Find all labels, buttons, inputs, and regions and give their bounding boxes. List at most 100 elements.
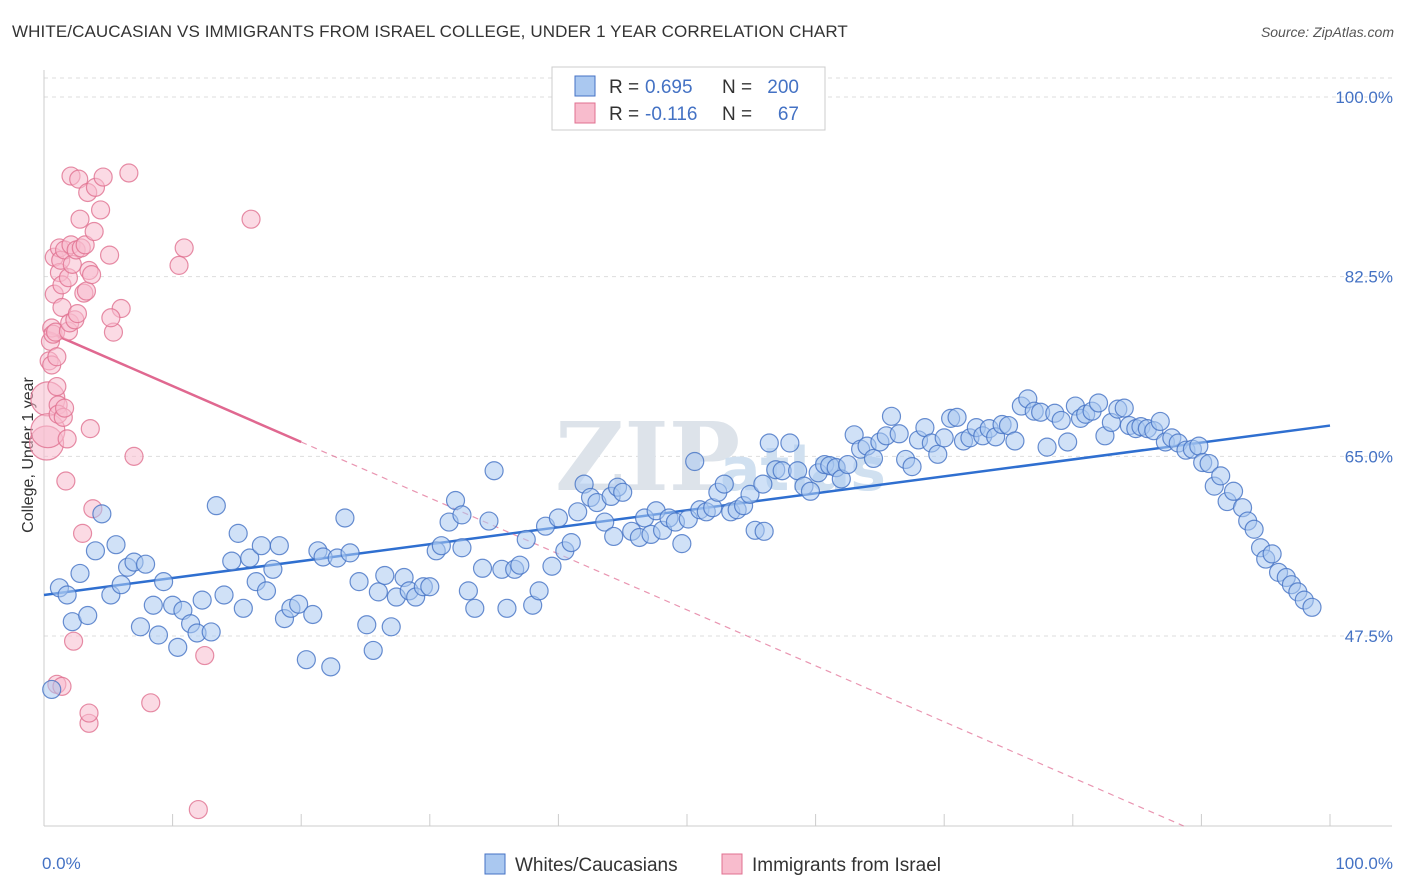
israel-point-47 (84, 221, 104, 242)
whites-point-34 (263, 559, 283, 579)
whites-point-64 (458, 581, 478, 601)
whites-point-80 (561, 533, 581, 553)
y-tick-label-2: 82.5% (1345, 268, 1393, 287)
whites-point-85 (595, 512, 615, 532)
whites-point-184 (1223, 481, 1244, 501)
israel-point-49 (90, 200, 111, 220)
y-tick-label-1: 65.0% (1345, 447, 1393, 466)
series-label-israel: Immigrants from Israel (752, 855, 941, 876)
whites-point-166 (1114, 398, 1134, 418)
israel-point-34 (67, 304, 88, 324)
legend-n-value-1: 200 (767, 77, 799, 98)
israel-point-11 (47, 347, 67, 367)
whites-point-104 (714, 474, 734, 494)
israel-point-54 (119, 163, 139, 183)
israel-point-62 (79, 703, 99, 723)
whites-point-30 (240, 548, 260, 568)
whites-point-154 (1037, 437, 1057, 457)
whites-point-47 (349, 572, 369, 592)
whites-point-178 (1189, 436, 1209, 456)
whites-point-51 (375, 565, 395, 586)
series-swatch-israel (721, 853, 743, 875)
whites-point-149 (1005, 431, 1025, 451)
israel-point-60 (241, 209, 261, 229)
whites-point-58 (420, 577, 440, 597)
israel-point-40 (75, 235, 95, 255)
israel-point-31 (63, 631, 84, 651)
whites-point-140 (947, 407, 967, 427)
whites-point-26 (214, 585, 234, 605)
whites-point-197 (754, 521, 774, 541)
whites-point-43 (321, 657, 341, 677)
whites-point-88 (613, 482, 633, 502)
whites-point-127 (863, 448, 884, 469)
whites-point-7 (92, 504, 112, 524)
whites-point-6 (85, 541, 106, 561)
whites-point-137 (928, 444, 948, 464)
whites-point-52 (381, 617, 401, 637)
x-tick-label-1: 100.0% (1335, 854, 1393, 873)
whites-point-13 (130, 617, 151, 637)
source-label: Source: ZipAtlas.com (1260, 24, 1394, 40)
chart-title: WHITE/CAUCASIAN VS IMMIGRANTS FROM ISRAE… (12, 22, 848, 41)
legend-r-value-1: 0.695 (645, 77, 693, 98)
whites-point-28 (228, 523, 248, 543)
whites-point-48 (357, 615, 377, 635)
series-label-whites: Whites/Caucasians (515, 855, 678, 876)
israel-point-57 (174, 238, 194, 258)
whites-point-0 (42, 679, 62, 700)
whites-point-156 (1051, 410, 1071, 431)
whites-point-32 (251, 536, 271, 556)
whites-point-110 (753, 474, 773, 494)
whites-point-138 (934, 428, 954, 448)
whites-point-157 (1058, 432, 1078, 452)
series-swatch-whites (484, 853, 506, 875)
whites-point-190 (1262, 544, 1282, 564)
whites-point-187 (1244, 519, 1264, 539)
whites-point-97 (672, 534, 692, 554)
whites-point-81 (568, 502, 588, 522)
whites-point-10 (111, 575, 131, 595)
whites-point-27 (222, 551, 242, 571)
israel-point-50 (93, 167, 113, 187)
whites-point-123 (838, 454, 858, 475)
israel-point-36 (70, 209, 90, 229)
whites-point-45 (335, 508, 355, 528)
whites-point-14 (135, 554, 156, 574)
whites-point-49 (363, 640, 383, 661)
correlation-legend: R = 0.695 N = 200 R = -0.116 N = 67 (551, 66, 826, 131)
whites-point-35 (269, 536, 289, 556)
whites-point-75 (529, 581, 549, 601)
whites-point-117 (800, 481, 821, 501)
israel-point-24 (57, 429, 77, 449)
legend-box (551, 66, 826, 131)
whites-point-60 (431, 536, 451, 556)
whites-point-40 (303, 604, 323, 625)
whites-point-130 (881, 406, 902, 426)
israel-point-38 (72, 523, 93, 543)
data-points (28, 163, 1322, 820)
whites-point-23 (192, 590, 212, 610)
israel-point-22 (54, 398, 75, 418)
whites-point-108 (740, 484, 760, 504)
whites-point-66 (472, 558, 493, 578)
legend-swatch-blue (574, 75, 596, 97)
whites-point-2 (57, 585, 77, 605)
israel-point-56 (169, 255, 189, 275)
whites-point-68 (484, 461, 504, 481)
whites-point-78 (548, 508, 569, 528)
whites-point-29 (233, 598, 253, 618)
israel-point-23 (56, 471, 76, 491)
whites-point-172 (1150, 411, 1170, 432)
whites-point-99 (685, 451, 705, 472)
whites-point-9 (106, 535, 126, 555)
x-tick-labels: 0.0% 100.0% (42, 854, 1393, 873)
series-legend: Whites/Caucasians Immigrants from Israel (484, 853, 941, 876)
legend-r-label-1: R = (609, 77, 639, 98)
whites-point-77 (542, 556, 562, 576)
whites-point-133 (902, 457, 922, 477)
y-axis-title: College, Under 1 year (20, 377, 37, 533)
israel-point-44 (80, 419, 100, 439)
israel-point-58 (188, 799, 208, 820)
